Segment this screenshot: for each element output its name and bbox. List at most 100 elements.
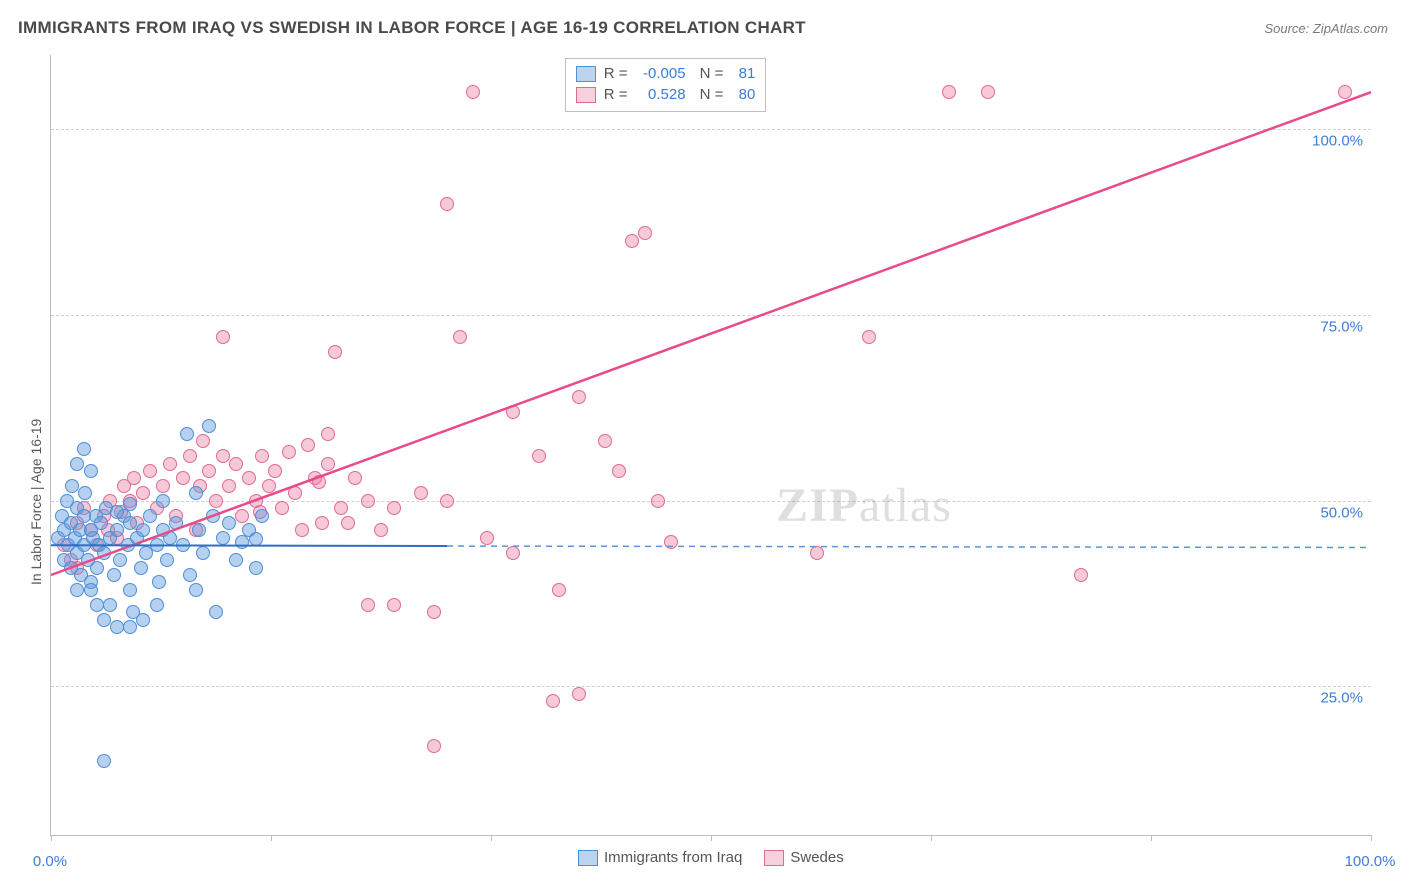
marker-iraq [150, 538, 164, 552]
marker-iraq [113, 553, 127, 567]
swatch-iraq-icon [576, 66, 596, 82]
legend-item-iraq: Immigrants from Iraq [578, 849, 742, 866]
marker-iraq [84, 464, 98, 478]
marker-iraq [77, 442, 91, 456]
chart-title: IMMIGRANTS FROM IRAQ VS SWEDISH IN LABOR… [18, 18, 806, 38]
y-tick-label: 50.0% [1320, 504, 1363, 521]
marker-swedes [374, 523, 388, 537]
marker-iraq [97, 546, 111, 560]
x-tick-label-left: 0.0% [33, 853, 67, 870]
marker-swedes [143, 464, 157, 478]
marker-swedes [328, 345, 342, 359]
x-tick-mark [271, 835, 272, 841]
source-attribution: Source: ZipAtlas.com [1264, 21, 1388, 36]
n-value-iraq: 81 [727, 63, 755, 84]
marker-swedes [552, 583, 566, 597]
swatch-iraq-icon [578, 850, 598, 866]
legend-label-iraq: Immigrants from Iraq [604, 849, 742, 866]
marker-swedes [942, 85, 956, 99]
n-label: N = [700, 84, 724, 105]
marker-swedes [334, 501, 348, 515]
swatch-swedes-icon [576, 87, 596, 103]
marker-iraq [65, 479, 79, 493]
n-label: N = [700, 63, 724, 84]
marker-iraq [169, 516, 183, 530]
marker-swedes [361, 598, 375, 612]
x-tick-mark [1371, 835, 1372, 841]
marker-iraq [206, 509, 220, 523]
x-tick-mark [51, 835, 52, 841]
marker-swedes [546, 694, 560, 708]
marker-swedes [235, 509, 249, 523]
marker-swedes [127, 471, 141, 485]
marker-iraq [94, 516, 108, 530]
marker-iraq [255, 509, 269, 523]
marker-iraq [90, 561, 104, 575]
marker-iraq [183, 568, 197, 582]
marker-swedes [275, 501, 289, 515]
marker-swedes [216, 449, 230, 463]
marker-swedes [348, 471, 362, 485]
marker-iraq [180, 427, 194, 441]
marker-swedes [572, 687, 586, 701]
marker-swedes [1074, 568, 1088, 582]
marker-swedes [209, 494, 223, 508]
marker-iraq [249, 561, 263, 575]
marker-swedes [612, 464, 626, 478]
marker-swedes [598, 434, 612, 448]
marker-iraq [202, 419, 216, 433]
marker-swedes [321, 427, 335, 441]
marker-swedes [176, 471, 190, 485]
legend-item-swedes: Swedes [764, 849, 843, 866]
marker-swedes [810, 546, 824, 560]
marker-swedes [651, 494, 665, 508]
marker-swedes [427, 739, 441, 753]
marker-iraq [209, 605, 223, 619]
marker-iraq [97, 754, 111, 768]
marker-swedes [341, 516, 355, 530]
marker-swedes [1338, 85, 1352, 99]
marker-iraq [78, 486, 92, 500]
marker-iraq [192, 523, 206, 537]
marker-swedes [202, 464, 216, 478]
gridline [51, 686, 1371, 687]
marker-swedes [506, 546, 520, 560]
x-tick-mark [1151, 835, 1152, 841]
marker-swedes [229, 457, 243, 471]
marker-swedes [288, 486, 302, 500]
marker-swedes [301, 438, 315, 452]
marker-iraq [84, 583, 98, 597]
x-tick-mark [491, 835, 492, 841]
marker-swedes [480, 531, 494, 545]
y-tick-label: 25.0% [1320, 690, 1363, 707]
series-legend: Immigrants from Iraq Swedes [578, 849, 844, 866]
r-label: R = [604, 84, 628, 105]
gridline [51, 315, 1371, 316]
trend-lines [51, 55, 1371, 835]
marker-swedes [242, 471, 256, 485]
marker-iraq [249, 532, 263, 546]
marker-swedes [862, 330, 876, 344]
y-tick-label: 100.0% [1312, 133, 1363, 150]
marker-swedes [156, 479, 170, 493]
marker-iraq [123, 497, 137, 511]
marker-swedes [387, 501, 401, 515]
marker-iraq [189, 486, 203, 500]
marker-iraq [70, 583, 84, 597]
y-axis-label: In Labor Force | Age 16-19 [28, 419, 44, 585]
marker-iraq [160, 553, 174, 567]
marker-iraq [176, 538, 190, 552]
marker-iraq [189, 583, 203, 597]
marker-iraq [134, 561, 148, 575]
marker-swedes [638, 226, 652, 240]
marker-iraq [70, 457, 84, 471]
marker-swedes [312, 475, 326, 489]
marker-swedes [414, 486, 428, 500]
marker-iraq [163, 531, 177, 545]
marker-iraq [196, 546, 210, 560]
r-label: R = [604, 63, 628, 84]
marker-iraq [150, 598, 164, 612]
marker-swedes [262, 479, 276, 493]
marker-iraq [229, 553, 243, 567]
marker-swedes [427, 605, 441, 619]
